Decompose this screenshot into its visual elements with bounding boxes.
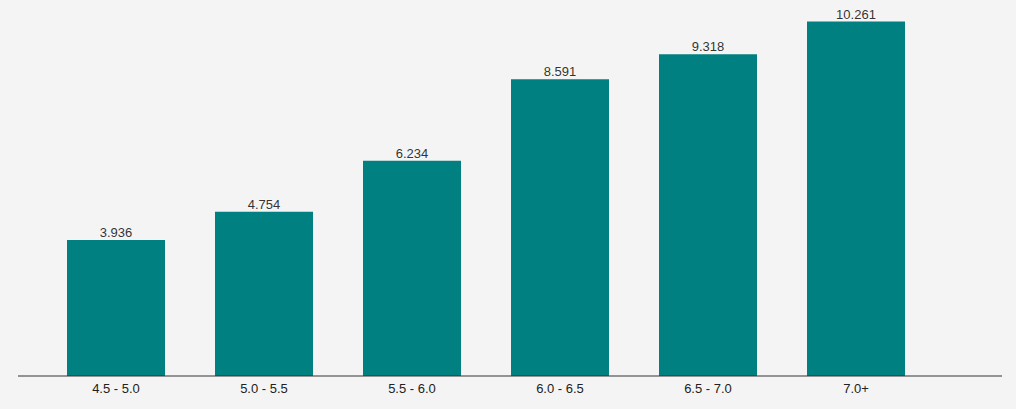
svg-text:6.234: 6.234 — [396, 146, 429, 161]
svg-text:8.591: 8.591 — [544, 64, 577, 79]
svg-text:3.936: 3.936 — [100, 225, 133, 240]
svg-text:5.5 - 6.0: 5.5 - 6.0 — [388, 381, 436, 396]
svg-text:4.754: 4.754 — [248, 197, 281, 212]
svg-text:6.5 - 7.0: 6.5 - 7.0 — [684, 381, 732, 396]
svg-text:6.0 - 6.5: 6.0 - 6.5 — [536, 381, 584, 396]
svg-text:4.5 - 5.0: 4.5 - 5.0 — [92, 381, 140, 396]
svg-text:5.0 - 5.5: 5.0 - 5.5 — [240, 381, 288, 396]
svg-text:7.0+: 7.0+ — [843, 381, 869, 396]
svg-text:10.261: 10.261 — [836, 7, 876, 22]
svg-text:9.318: 9.318 — [692, 39, 725, 54]
